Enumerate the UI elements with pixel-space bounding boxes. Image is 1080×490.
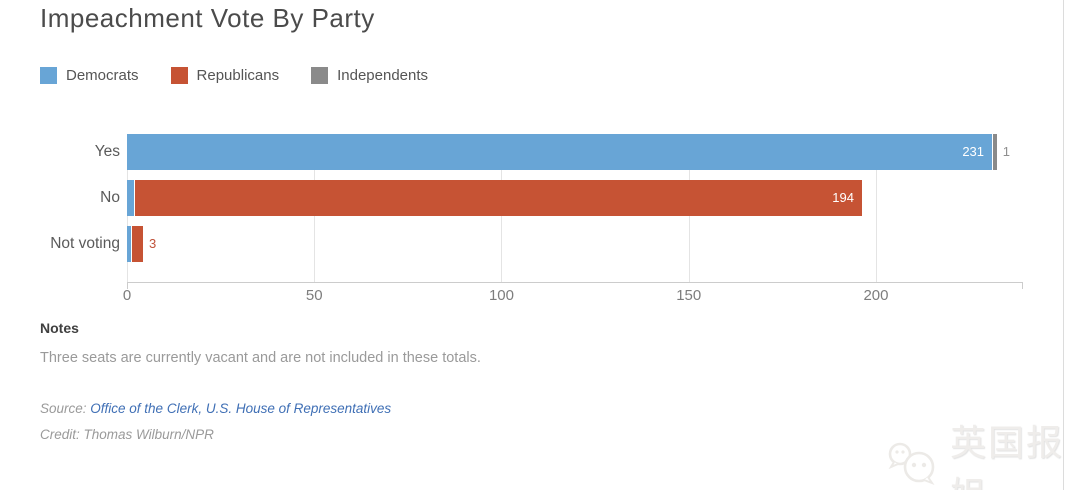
- bar-row: 3: [127, 226, 1022, 262]
- legend-item: Republicans: [170, 67, 280, 84]
- bar-segment-democrats: [127, 134, 993, 170]
- watermark: 英国报姐: [886, 414, 1080, 490]
- wechat-logo-icon: [886, 440, 942, 490]
- legend-label: Independents: [337, 67, 429, 84]
- x-axis-tick-label: 0: [122, 287, 132, 304]
- bar-row: 2194: [127, 180, 1022, 216]
- x-axis-end-tick: [127, 282, 128, 289]
- source-line: Source: Office of the Clerk, U.S. House …: [40, 401, 391, 416]
- category-label: No: [100, 189, 120, 206]
- gridline: [875, 134, 877, 282]
- x-axis-tick-label: 150: [676, 287, 702, 304]
- bar-value-label: 1: [1002, 144, 1011, 159]
- bar-value-label: 3: [148, 236, 157, 251]
- legend-swatch-icon: [40, 67, 57, 84]
- bar-segment-democrats: [127, 180, 135, 216]
- x-axis-tick-label: 200: [863, 287, 889, 304]
- legend: Democrats Republicans Independents: [40, 67, 428, 84]
- right-divider-line: [1063, 0, 1064, 490]
- bar-segment-independents: [993, 134, 997, 170]
- source-link[interactable]: Office of the Clerk, U.S. House of Repre…: [90, 401, 392, 416]
- legend-swatch-icon: [311, 67, 329, 84]
- bar-value-label: 194: [832, 190, 854, 205]
- notes-text: Three seats are currently vacant and are…: [40, 350, 481, 366]
- credit-line: Credit: Thomas Wilburn/NPR: [40, 427, 214, 442]
- legend-label: Democrats: [66, 67, 139, 84]
- chart-title: Impeachment Vote By Party: [40, 3, 375, 33]
- bar-segment-republicans: [131, 226, 143, 262]
- x-axis-tick-label: 100: [488, 287, 514, 304]
- x-axis-tick-label: 50: [305, 287, 323, 304]
- legend-item: Democrats: [40, 67, 139, 84]
- bar-segment-republicans: [135, 180, 862, 216]
- bar-row: 231 1: [127, 134, 1022, 170]
- legend-label: Republicans: [196, 67, 280, 84]
- source-prefix: Source:: [40, 401, 91, 416]
- bar-segment-democrats: [127, 226, 131, 262]
- bar-value-label: 231: [962, 144, 985, 159]
- legend-item: Independents: [311, 67, 428, 84]
- x-axis-line: [127, 282, 1023, 283]
- notes-heading: Notes: [40, 320, 79, 336]
- legend-swatch-icon: [170, 67, 188, 84]
- category-label: Yes: [94, 143, 120, 160]
- watermark-text: 英国报姐: [950, 422, 1065, 490]
- x-axis-end-tick: [1022, 282, 1023, 289]
- category-label: Not voting: [50, 235, 120, 252]
